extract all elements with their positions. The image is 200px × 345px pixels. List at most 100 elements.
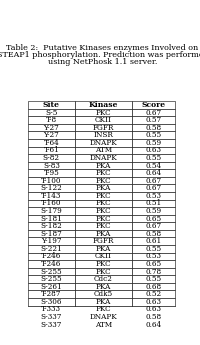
Text: T-246: T-246: [41, 253, 62, 260]
Text: PKA: PKA: [96, 298, 111, 306]
Text: T-64: T-64: [43, 139, 59, 147]
Bar: [75, 109, 132, 116]
Bar: [132, 116, 175, 124]
Bar: [28, 154, 75, 162]
Bar: [75, 321, 132, 328]
Text: PKC: PKC: [95, 207, 111, 215]
Bar: [132, 109, 175, 116]
Text: 0.51: 0.51: [146, 199, 162, 207]
Text: T-160: T-160: [41, 199, 62, 207]
Bar: [75, 124, 132, 131]
Bar: [132, 313, 175, 321]
Bar: [132, 237, 175, 245]
Text: 0.67: 0.67: [146, 177, 162, 185]
Text: ATM: ATM: [95, 146, 112, 154]
Text: 0.67: 0.67: [146, 222, 162, 230]
Text: T-100: T-100: [41, 177, 62, 185]
Bar: [28, 222, 75, 230]
Text: 0.58: 0.58: [146, 230, 162, 238]
Bar: [132, 268, 175, 275]
Bar: [75, 298, 132, 306]
Bar: [28, 185, 75, 192]
Bar: [132, 162, 175, 169]
Text: S-255: S-255: [41, 267, 62, 276]
Bar: [28, 253, 75, 260]
Text: PKC: PKC: [95, 109, 111, 117]
Text: 0.53: 0.53: [146, 253, 162, 260]
Bar: [75, 237, 132, 245]
Text: PKC: PKC: [95, 305, 111, 313]
Bar: [132, 131, 175, 139]
Text: S-187: S-187: [40, 230, 62, 238]
Text: using NetPhosk 1.1 server.: using NetPhosk 1.1 server.: [48, 58, 157, 66]
Text: PKC: PKC: [95, 199, 111, 207]
Bar: [132, 124, 175, 131]
Bar: [28, 200, 75, 207]
Text: Cdc2: Cdc2: [94, 275, 113, 283]
Bar: [75, 313, 132, 321]
Text: 0.55: 0.55: [146, 275, 162, 283]
Text: S-82: S-82: [43, 154, 60, 162]
Text: Table 2:  Putative Kinases enzymes Involved on: Table 2: Putative Kinases enzymes Involv…: [6, 44, 199, 52]
Bar: [75, 169, 132, 177]
Text: 0.61: 0.61: [146, 237, 162, 245]
Bar: [132, 253, 175, 260]
Bar: [28, 177, 75, 185]
Bar: [75, 215, 132, 222]
Bar: [75, 260, 132, 268]
Text: PKA: PKA: [96, 283, 111, 290]
Text: Kinase: Kinase: [89, 101, 118, 109]
Bar: [132, 222, 175, 230]
Bar: [75, 290, 132, 298]
Text: PKA: PKA: [96, 184, 111, 192]
Text: DNAPK: DNAPK: [89, 139, 117, 147]
Bar: [75, 253, 132, 260]
Bar: [132, 169, 175, 177]
Text: PKA: PKA: [96, 161, 111, 169]
Text: 0.55: 0.55: [146, 245, 162, 253]
Bar: [132, 321, 175, 328]
Text: CKII: CKII: [95, 253, 112, 260]
Bar: [132, 215, 175, 222]
Text: S-83: S-83: [43, 161, 60, 169]
Text: 0.64: 0.64: [146, 169, 162, 177]
Bar: [75, 116, 132, 124]
Bar: [132, 154, 175, 162]
Text: 0.58: 0.58: [146, 124, 162, 132]
Bar: [75, 154, 132, 162]
Bar: [75, 222, 132, 230]
Bar: [75, 101, 132, 109]
Text: S-337: S-337: [41, 313, 62, 321]
Text: Site: Site: [43, 101, 60, 109]
Bar: [28, 321, 75, 328]
Bar: [132, 298, 175, 306]
Text: Y-27: Y-27: [43, 131, 59, 139]
Text: Y-197: Y-197: [41, 237, 62, 245]
Bar: [75, 147, 132, 154]
Text: ATM: ATM: [95, 321, 112, 328]
Bar: [28, 147, 75, 154]
Text: FGFR: FGFR: [93, 237, 114, 245]
Text: 0.63: 0.63: [146, 305, 162, 313]
Text: S-181: S-181: [40, 215, 62, 223]
Text: S-5: S-5: [45, 109, 58, 117]
Bar: [132, 230, 175, 237]
Bar: [75, 131, 132, 139]
Bar: [28, 124, 75, 131]
Text: 0.78: 0.78: [146, 267, 162, 276]
Bar: [28, 290, 75, 298]
Bar: [28, 139, 75, 147]
Bar: [132, 283, 175, 290]
Text: S-122: S-122: [40, 184, 62, 192]
Bar: [75, 139, 132, 147]
Bar: [75, 268, 132, 275]
Bar: [28, 260, 75, 268]
Text: 0.55: 0.55: [146, 154, 162, 162]
Bar: [28, 313, 75, 321]
Bar: [28, 109, 75, 116]
Bar: [75, 306, 132, 313]
Text: 0.67: 0.67: [146, 184, 162, 192]
Text: 0.52: 0.52: [146, 290, 162, 298]
Bar: [132, 260, 175, 268]
Bar: [132, 200, 175, 207]
